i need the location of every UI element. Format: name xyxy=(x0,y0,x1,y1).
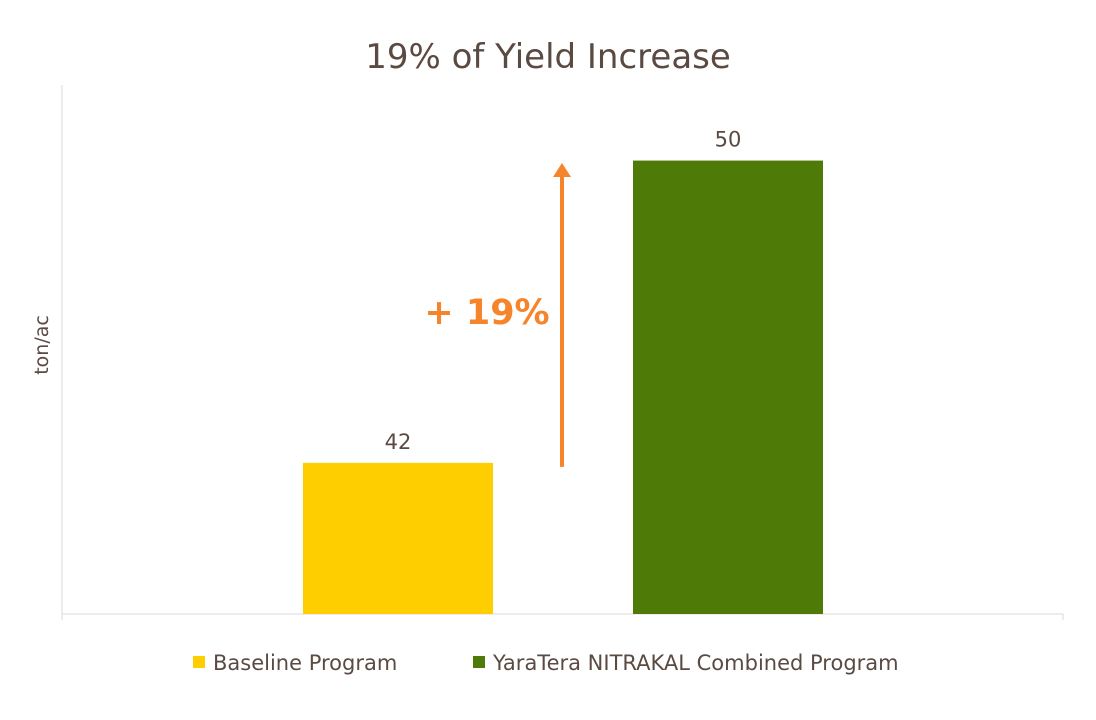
y-axis-label: ton/ac xyxy=(31,315,53,375)
bar-combined xyxy=(633,160,823,615)
data-label-baseline: 42 xyxy=(385,430,412,454)
increase-arrow xyxy=(553,163,571,467)
data-label-combined: 50 xyxy=(715,128,742,152)
legend-label-baseline: Baseline Program xyxy=(213,651,397,675)
legend-swatch-baseline xyxy=(193,656,205,668)
increase-annotation: + 19% xyxy=(424,293,549,333)
legend: Baseline Program YaraTera NITRAKAL Combi… xyxy=(193,651,899,675)
legend-swatch-combined xyxy=(473,656,485,668)
bar-baseline xyxy=(303,462,493,614)
legend-label-combined: YaraTera NITRAKAL Combined Program xyxy=(492,651,899,675)
chart-title: 19% of Yield Increase xyxy=(365,37,731,77)
